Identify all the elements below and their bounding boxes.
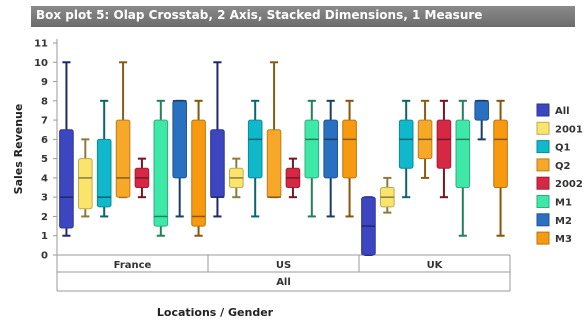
- box-body: [78, 158, 93, 210]
- x-axis-title: Locations / Gender: [157, 306, 274, 319]
- box-body: [115, 119, 131, 198]
- box-body: [59, 129, 74, 229]
- legend-swatch: [536, 103, 550, 117]
- box-body: [474, 100, 489, 121]
- legend-label: M3: [555, 234, 572, 245]
- x-category-label: US: [276, 260, 291, 271]
- chart-title-bar: Box plot 5: Olap Crosstab, 2 Axis, Stack…: [31, 6, 575, 27]
- box-body: [96, 138, 112, 208]
- y-tick-label: 1: [41, 231, 48, 242]
- y-tick-label: 6: [41, 135, 48, 146]
- box-body: [342, 119, 357, 179]
- legend-swatch: [536, 176, 550, 190]
- legend-label: 2002: [555, 179, 583, 190]
- legend-swatch: [536, 140, 550, 154]
- box-body: [493, 119, 508, 189]
- legend-label: All: [555, 106, 570, 117]
- legend-swatch: [536, 121, 550, 135]
- box-body: [436, 119, 452, 169]
- legend-swatch: [536, 231, 550, 245]
- chart-title: Box plot 5: Olap Crosstab, 2 Axis, Stack…: [36, 8, 483, 22]
- legend-label: M2: [555, 216, 572, 227]
- y-tick-label: 10: [34, 58, 48, 69]
- legend-swatch: [536, 195, 550, 208]
- box-body: [210, 129, 225, 198]
- box-body: [455, 119, 471, 189]
- x-outer-category-label: All: [276, 277, 291, 288]
- x-category-label: UK: [427, 260, 444, 271]
- legend-swatch: [536, 213, 550, 227]
- box-body: [266, 129, 282, 198]
- x-category-label: France: [114, 260, 152, 271]
- legend-label: 2001: [555, 124, 583, 135]
- y-tick-label: 0: [41, 251, 48, 262]
- box-body: [247, 119, 263, 179]
- legend-label: Q2: [555, 161, 571, 172]
- legend-label: M1: [555, 198, 572, 209]
- box-body: [153, 119, 169, 227]
- y-tick-label: 7: [41, 116, 48, 127]
- legend-label: Q1: [555, 143, 571, 154]
- box-body: [398, 119, 414, 169]
- y-axis-title: Sales Revenue: [12, 104, 25, 195]
- legend-swatch: [536, 158, 550, 172]
- y-tick-label: 9: [41, 77, 48, 88]
- y-tick-label: 3: [41, 193, 48, 204]
- box-body: [323, 119, 338, 179]
- box-body: [191, 119, 206, 227]
- box-body: [304, 119, 320, 179]
- box-body: [172, 100, 187, 179]
- y-tick-label: 5: [41, 154, 48, 165]
- y-tick-label: 8: [41, 96, 48, 107]
- y-tick-label: 4: [41, 173, 48, 184]
- y-tick-label: 11: [34, 39, 48, 50]
- y-tick-label: 2: [41, 212, 48, 223]
